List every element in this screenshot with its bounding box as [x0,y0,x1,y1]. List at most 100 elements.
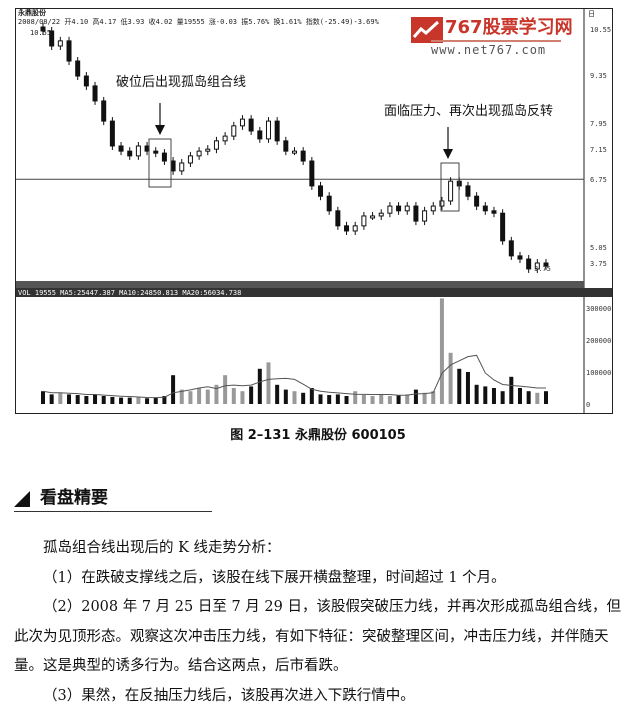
candle-down [162,153,166,161]
volume-bar [319,394,323,404]
candle-down [284,141,288,151]
volume-bar [371,396,375,404]
candle-down [301,151,305,161]
volume-bar [232,388,236,404]
price-tick-label: 7.15 [590,146,607,154]
volume-bar [154,398,158,404]
candle-up [388,206,392,213]
volume-bar [301,393,305,404]
candle-down [154,151,158,153]
candle-down [171,161,175,171]
candle-up [240,119,244,126]
price-tick-label: 6.75 [590,176,607,184]
logo-brand: 767股票学习网 [445,17,573,38]
volume-bar [423,393,427,404]
volume-bar [405,394,409,404]
paragraph: （1）在跌破支撑线之后，该股在线下展开横盘整理，时间超过 1 个月。 [14,564,626,594]
section-heading: 看盘精要 [14,487,212,512]
candle-up [405,206,409,211]
paragraph: 孤岛组合线出现后的 K 线走势分析： [14,534,626,564]
candle-down [327,196,331,211]
candle-down [475,196,479,206]
volume-bar [440,298,444,404]
price-tick-label: 9.35 [590,72,607,80]
volume-bar [171,375,175,404]
volume-bar [527,391,531,404]
candle-down [492,211,496,213]
volume-bar [76,395,80,404]
volume-bar [492,388,496,404]
volume-bar [258,369,262,404]
volume-bar [41,391,45,404]
volume-bar [457,369,461,404]
candle-down [119,146,123,151]
candle-down [84,76,88,86]
volume-bar [353,391,357,404]
volume-bar [336,394,340,404]
volume-bar [284,390,288,404]
panel-separator [16,281,584,288]
volume-bar [388,396,392,404]
volume-bar [509,377,513,404]
volume-bar [128,398,132,404]
volume-bar [501,391,505,404]
logo-underline [431,40,561,42]
logo-url: www.net767.com [431,43,546,57]
volume-bar [249,386,253,404]
volume-bar [240,391,244,404]
annotation-right: 面临压力、再次出现孤岛反转 [384,104,553,120]
candle-up [449,181,453,201]
volume-bar [362,395,366,404]
candle-down [345,226,349,231]
candle-down [110,121,114,146]
volume-bar [136,397,140,404]
volume-tick-label: 200000 [586,337,611,345]
volume-bar [50,394,54,404]
candle-up [293,151,297,153]
volume-bar [345,396,349,404]
volume-tick-label: 100000 [586,369,611,377]
volume-bar [518,388,522,404]
candle-down [414,206,418,221]
candle-down [76,61,80,76]
volume-tick-label: 300000 [586,305,611,313]
arrow-left-head [155,125,165,135]
candle-down [67,41,71,61]
paragraph: （2）2008 年 7 月 25 日至 7 月 29 日，该股假突破压力线，并再… [14,593,626,682]
candle-up [362,216,366,226]
volume-bar [197,388,201,404]
kline-svg: 10.559.357.957.156.755.053.7530000020000… [16,9,612,413]
candle-up [188,156,192,163]
candle-down [319,186,323,196]
volume-bar [483,386,487,404]
candle-down [258,131,262,139]
candle-up [423,211,427,221]
price-tick-label: 3.75 [590,260,607,268]
volume-bar [379,394,383,404]
low-price-label: 3.75 [534,265,551,273]
volume-bar [102,396,106,404]
candle-down [466,186,470,196]
section-title: 看盘精要 [40,487,108,509]
volume-header: VOL 19555 MA5:25447.387 MA10:24850.813 M… [18,289,241,297]
period-label: 日 [588,10,595,18]
candle-up [353,226,357,231]
candle-down [501,213,505,241]
volume-bar [110,397,114,404]
candle-up [371,216,375,218]
figure-caption: 图 2–131 永鼎股份 600105 [0,424,636,443]
volume-bar [145,398,149,404]
volume-bar [188,391,192,404]
paragraph: （3）果然，在反抽压力线后，该股再次进入下跌行情中。 [14,682,626,711]
stock-name: 永鼎股份 [18,9,46,17]
volume-bar [535,393,539,404]
volume-bar [397,395,401,404]
candle-up [214,141,218,149]
volume-bar [93,394,97,404]
candle-up [431,206,435,211]
volume-bar [67,394,71,404]
candle-up [379,213,383,216]
volume-bar [310,388,314,404]
candle-up [206,149,210,151]
candle-down [518,256,522,259]
